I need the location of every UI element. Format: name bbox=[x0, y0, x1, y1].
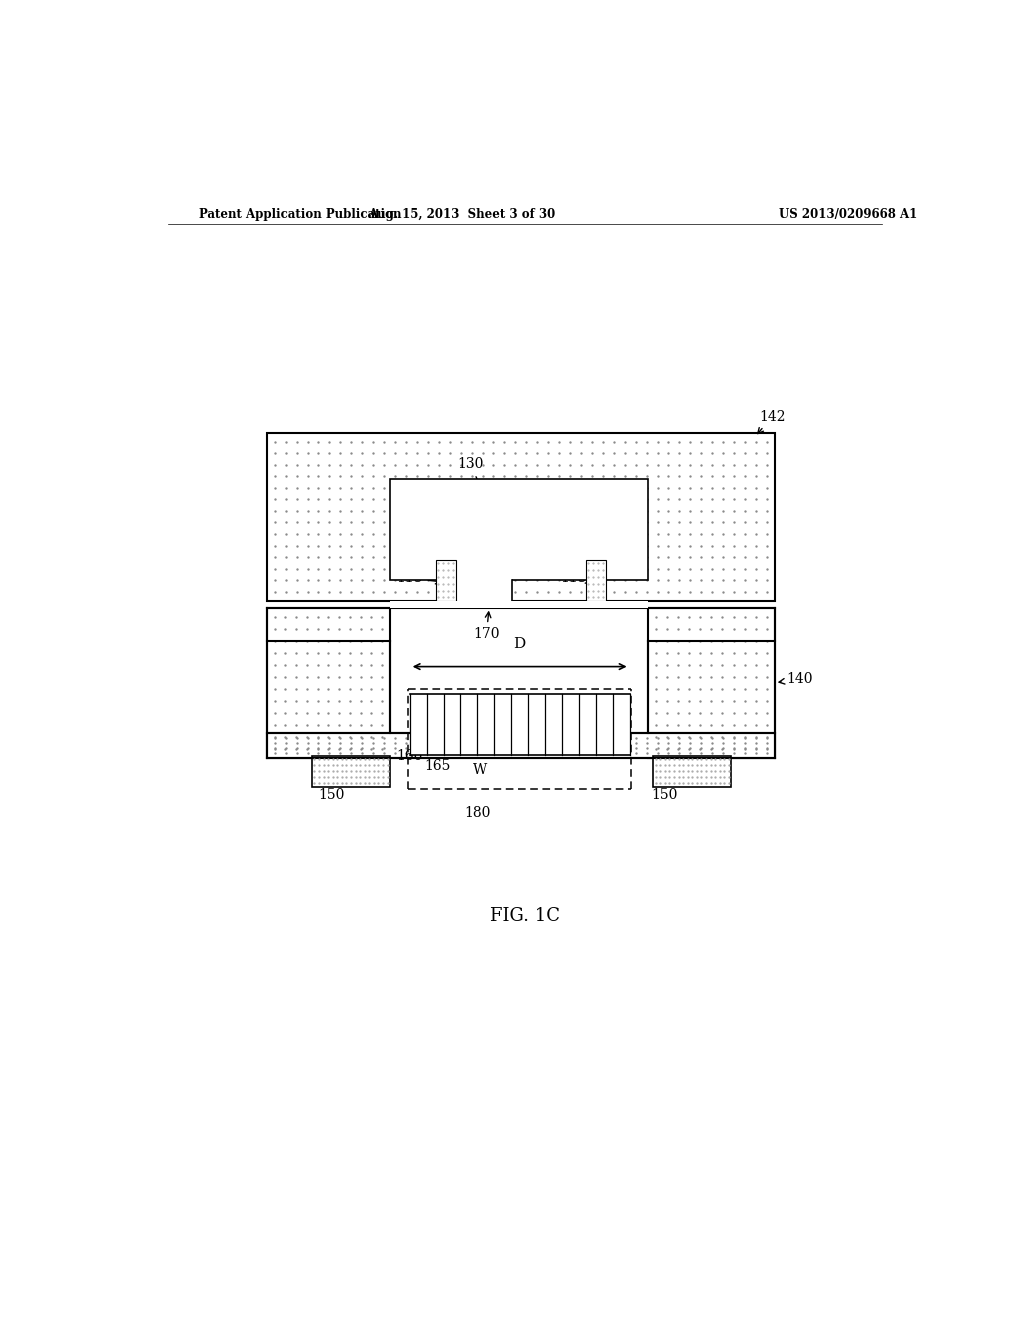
Text: 140: 140 bbox=[779, 672, 813, 686]
Text: 180: 180 bbox=[464, 805, 490, 820]
Bar bbox=[390, 479, 648, 581]
Bar bbox=[267, 607, 390, 758]
Bar bbox=[449, 578, 512, 602]
Text: 142: 142 bbox=[758, 409, 785, 433]
Bar bbox=[410, 694, 630, 755]
Text: 115: 115 bbox=[560, 572, 593, 585]
Text: 130: 130 bbox=[458, 458, 487, 502]
Text: 115: 115 bbox=[396, 572, 441, 585]
Bar bbox=[267, 733, 775, 758]
Bar bbox=[312, 756, 390, 787]
Text: Aug. 15, 2013  Sheet 3 of 30: Aug. 15, 2013 Sheet 3 of 30 bbox=[368, 207, 555, 220]
Bar bbox=[267, 433, 775, 601]
Text: 170: 170 bbox=[473, 612, 500, 642]
Bar bbox=[648, 607, 775, 758]
Bar bbox=[436, 560, 456, 601]
Text: W: W bbox=[473, 763, 487, 777]
Text: FIG. 1C: FIG. 1C bbox=[489, 907, 560, 924]
Text: US 2013/0209668 A1: US 2013/0209668 A1 bbox=[778, 207, 918, 220]
Bar bbox=[586, 560, 606, 601]
Text: 150: 150 bbox=[652, 779, 684, 801]
Bar bbox=[653, 756, 731, 787]
Text: D: D bbox=[513, 638, 525, 651]
Text: Patent Application Publication: Patent Application Publication bbox=[200, 207, 402, 220]
Bar bbox=[391, 480, 646, 578]
Text: 160: 160 bbox=[396, 722, 423, 763]
Text: 165: 165 bbox=[424, 722, 451, 774]
Text: 150: 150 bbox=[318, 779, 345, 801]
Bar bbox=[390, 601, 648, 607]
